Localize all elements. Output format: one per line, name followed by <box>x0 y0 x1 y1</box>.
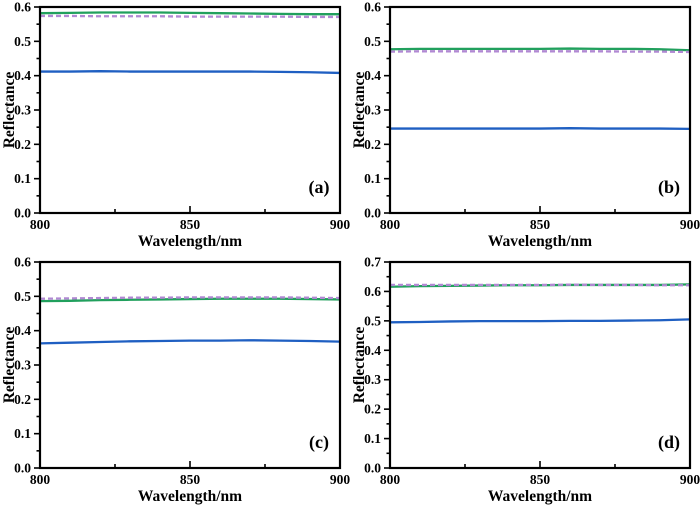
x-tick-label: 850 <box>530 217 551 232</box>
y-tick-label: 0.4 <box>364 343 381 358</box>
y-tick-label: 0.3 <box>14 358 31 373</box>
panel-label: (c) <box>309 432 329 453</box>
x-tick-label: 800 <box>30 472 51 487</box>
chart-panel-c: 0.0 0.1 0.2 0.3 0.4 0.5 0.6 800 850 900 (c) Wavelen… <box>0 255 350 511</box>
x-tick-label: 800 <box>380 472 401 487</box>
y-tick-label: 0.0 <box>14 206 31 221</box>
y-tick-label: 0.4 <box>364 68 381 83</box>
x-tick-label: 900 <box>330 217 350 232</box>
y-axis-title: Reflectance <box>351 72 368 149</box>
series-purple-dashed <box>389 50 691 54</box>
y-tick-label: 0.7 <box>364 255 381 270</box>
y-tick-label: 0.5 <box>14 34 31 49</box>
y-tick-label: 0.0 <box>364 461 381 476</box>
y-tick-label: 0.3 <box>364 103 381 118</box>
y-tick-label: 0.1 <box>364 171 381 186</box>
x-tick-label: 900 <box>680 217 700 232</box>
plot-frame <box>388 260 692 470</box>
y-tick-label: 0.0 <box>14 461 31 476</box>
x-axis-title: Wavelength/nm <box>488 488 592 505</box>
plot-frame <box>38 5 342 215</box>
y-tick-label: 0.2 <box>364 402 381 417</box>
series-blue-solid <box>390 127 691 131</box>
y-tick-label: 0.6 <box>14 255 31 270</box>
y-tick-label: 0.3 <box>14 103 31 118</box>
x-tick-label: 850 <box>180 217 201 232</box>
y-tick-label: 0.4 <box>14 68 31 83</box>
series-green-solid <box>389 47 691 52</box>
series-blue-solid <box>39 339 341 345</box>
panel-label: (b) <box>658 177 680 198</box>
y-tick-label: 0.2 <box>364 137 381 152</box>
y-tick-label: 0.4 <box>14 323 31 338</box>
panel-label: (a) <box>309 177 330 198</box>
x-tick-label: 850 <box>180 472 201 487</box>
series-purple-dashed <box>390 283 690 287</box>
plot-frame <box>38 260 342 470</box>
panel-b-chart: 0.0 0.1 0.2 0.3 0.4 0.5 0.6 800 850 900 (b) Wavelen… <box>351 0 700 250</box>
x-tick-label: 800 <box>380 217 401 232</box>
y-tick-label: 0.1 <box>14 426 31 441</box>
series-purple-dashed <box>40 14 340 19</box>
panel-c-chart: 0.0 0.1 0.2 0.3 0.4 0.5 0.6 800 850 900 (c) Wavelen… <box>1 255 350 505</box>
chart-panel-b: 0.0 0.1 0.2 0.3 0.4 0.5 0.6 800 850 900 (b) Wavelen… <box>350 0 700 255</box>
series-green-solid <box>39 297 341 303</box>
x-axis-title: Wavelength/nm <box>138 233 242 250</box>
x-axis-title: Wavelength/nm <box>488 233 592 250</box>
y-tick-label: 0.3 <box>364 372 381 387</box>
y-tick-label: 0.1 <box>14 171 31 186</box>
series-blue-solid <box>40 70 341 75</box>
chart-panel-a: 0.0 0.1 0.2 0.3 0.4 0.5 0.6 800 850 900 (a) Wavelen… <box>0 0 350 255</box>
series-green-solid <box>39 11 340 16</box>
plot-frame <box>388 5 692 215</box>
y-axis-title: Reflectance <box>1 72 18 149</box>
y-tick-label: 0.5 <box>364 313 381 328</box>
panel-d-chart: 0.0 0.1 0.2 0.3 0.4 0.5 0.6 0.7 800 850 900 (d) Wave… <box>351 255 700 505</box>
chart-panel-d: 0.0 0.1 0.2 0.3 0.4 0.5 0.6 0.7 800 850 900 (d) Wave… <box>350 255 700 511</box>
y-tick-label: 0.6 <box>14 0 31 15</box>
x-tick-label: 900 <box>330 472 350 487</box>
y-tick-label: 0.2 <box>14 137 31 152</box>
x-axis-title: Wavelength/nm <box>138 488 242 505</box>
series-blue-solid <box>389 318 691 324</box>
x-tick-label: 900 <box>680 472 700 487</box>
y-axis-title: Reflectance <box>351 327 368 404</box>
x-tick-label: 800 <box>30 217 51 232</box>
x-tick-label: 850 <box>530 472 551 487</box>
y-axis-title: Reflectance <box>1 327 18 404</box>
y-tick-label: 0.5 <box>364 34 381 49</box>
y-tick-label: 0.0 <box>364 206 381 221</box>
y-tick-label: 0.5 <box>14 289 31 304</box>
panel-a-chart: 0.0 0.1 0.2 0.3 0.4 0.5 0.6 800 850 900 (a) Wavelen… <box>1 0 350 250</box>
y-tick-label: 0.1 <box>364 431 381 446</box>
series-purple-dashed <box>39 296 341 300</box>
panel-label: (d) <box>658 432 680 453</box>
y-tick-label: 0.6 <box>364 284 381 299</box>
y-tick-label: 0.2 <box>14 392 31 407</box>
y-tick-label: 0.6 <box>364 0 381 15</box>
